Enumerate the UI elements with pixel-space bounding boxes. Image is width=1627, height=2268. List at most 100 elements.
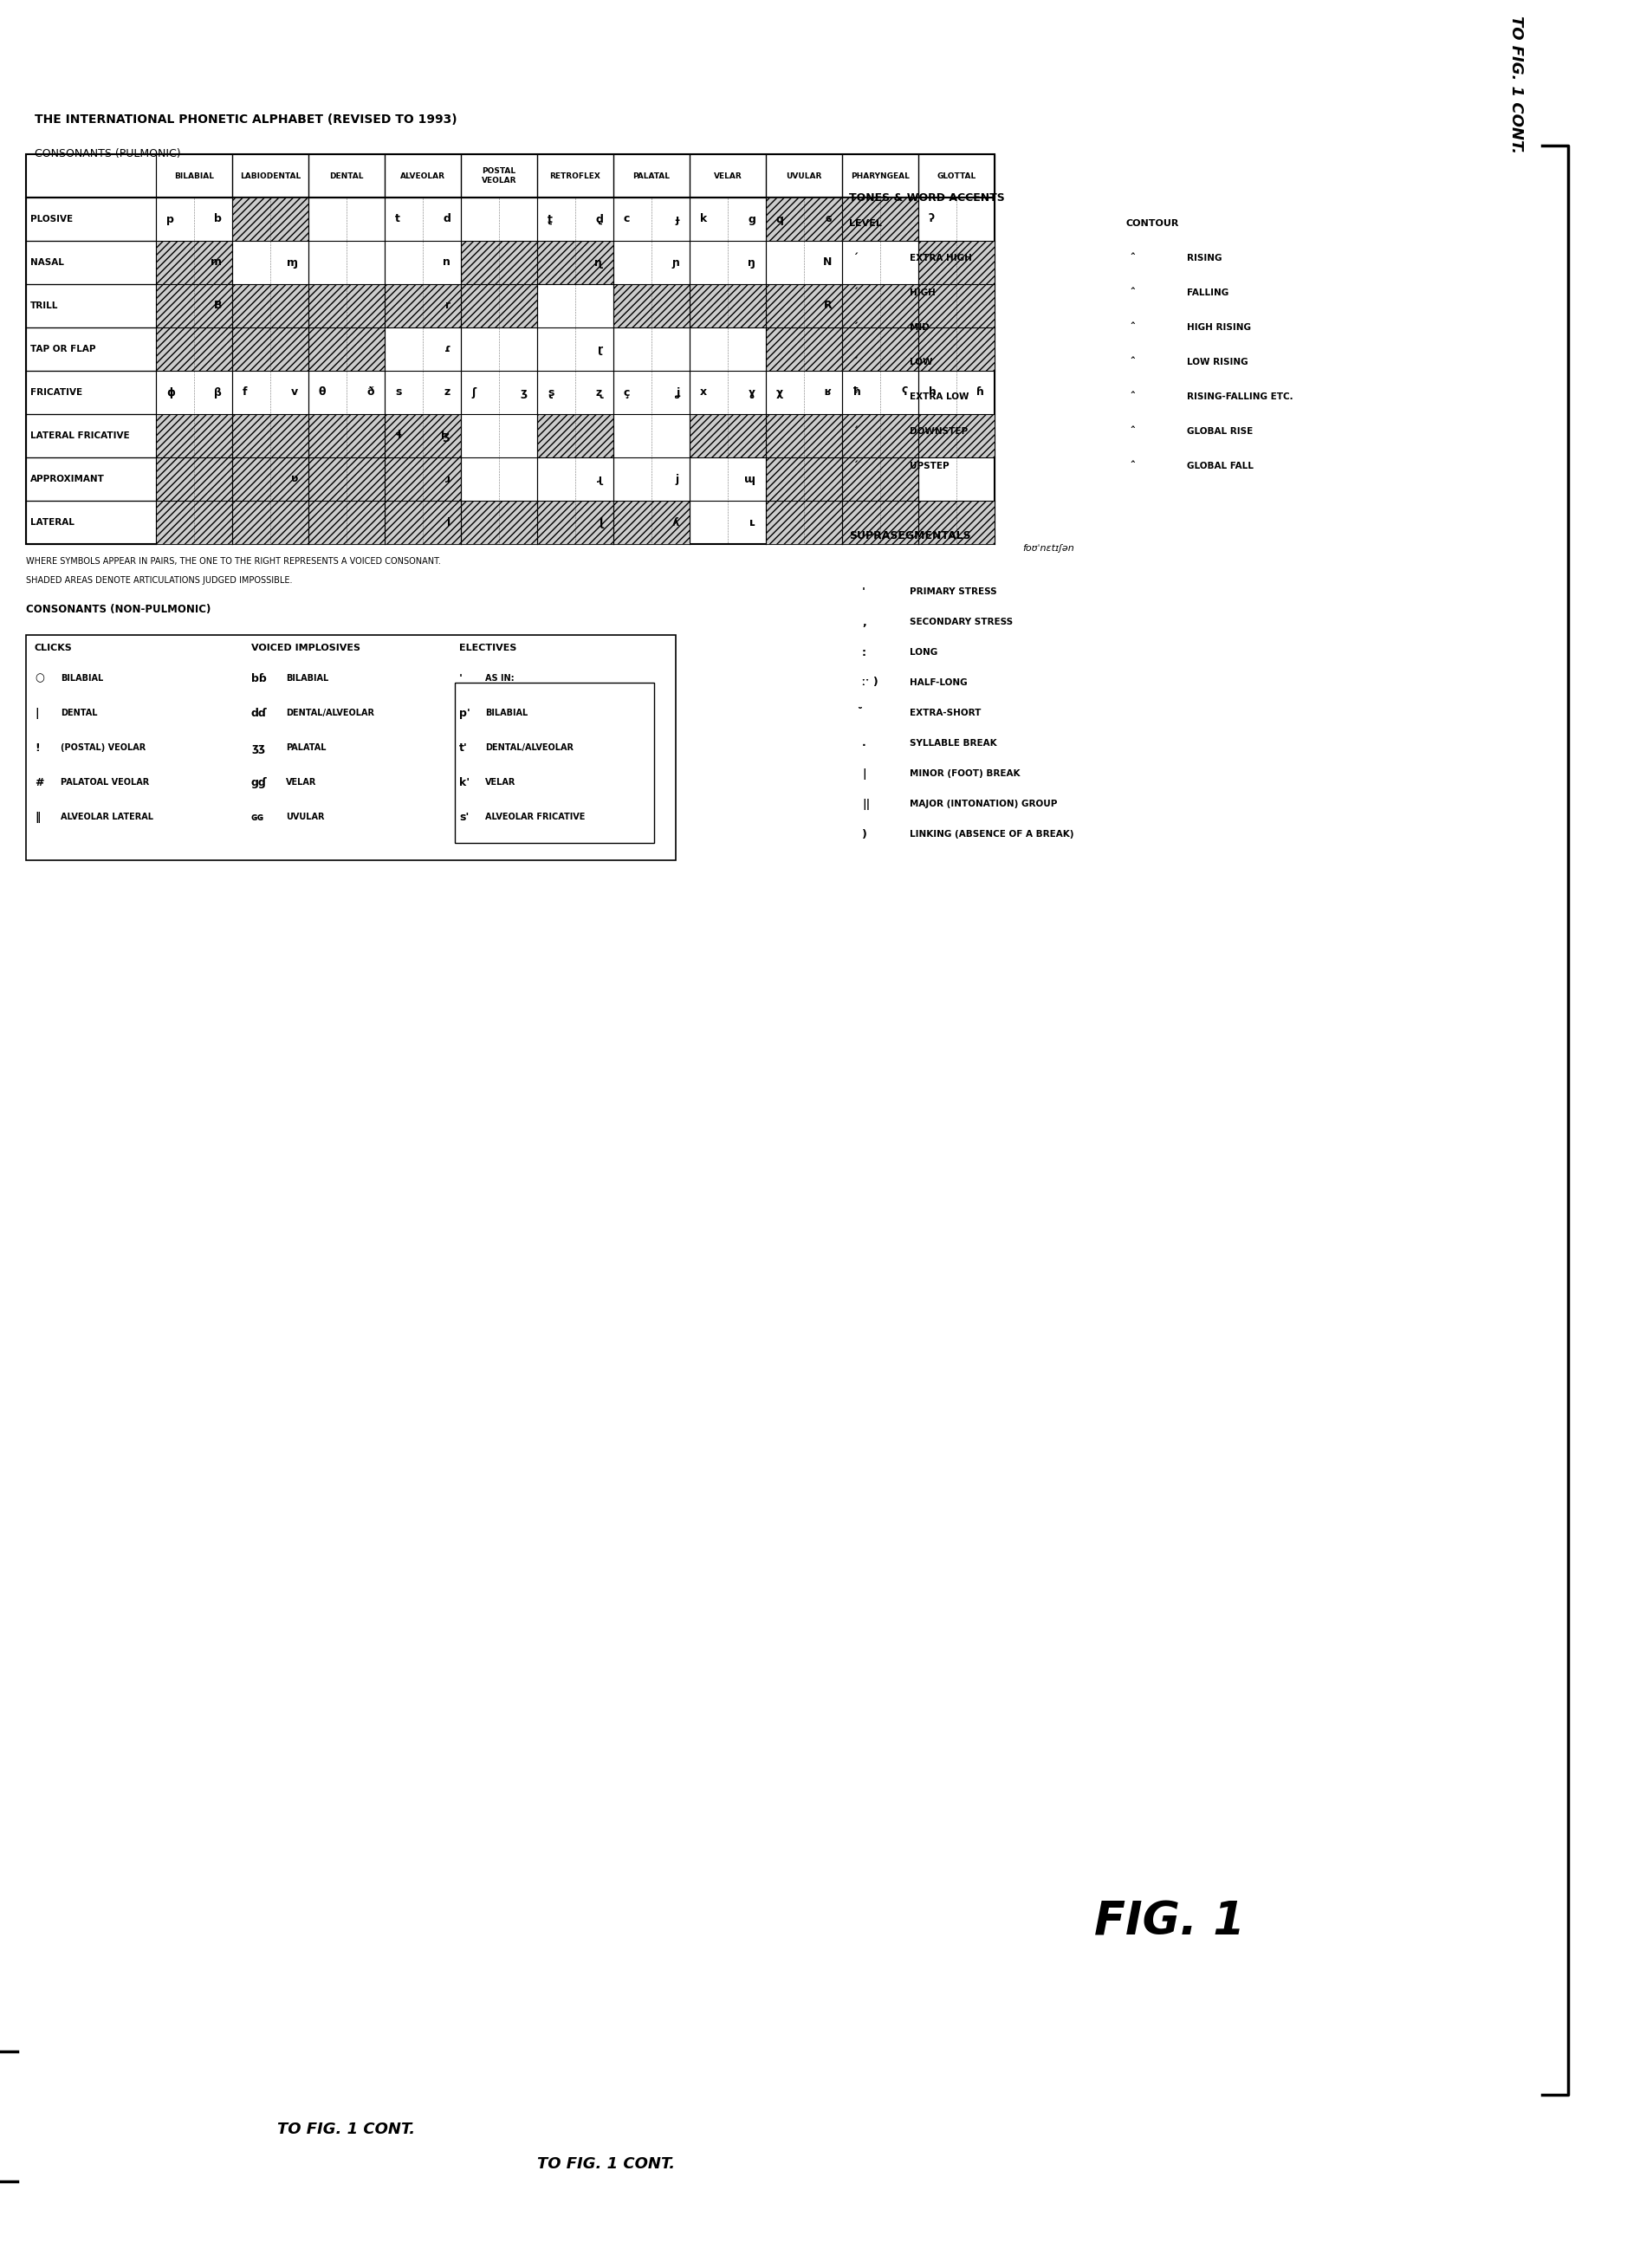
Text: EXTRA HIGH: EXTRA HIGH — [909, 254, 971, 263]
Text: ʝ: ʝ — [675, 388, 678, 399]
Text: DENTAL: DENTAL — [329, 172, 364, 179]
Bar — [766, 458, 843, 501]
Text: n: n — [443, 256, 451, 268]
Text: VELAR: VELAR — [485, 778, 516, 787]
Bar — [843, 154, 918, 197]
Text: t̢: t̢ — [548, 213, 553, 225]
Text: TO FIG. 1 CONT.: TO FIG. 1 CONT. — [537, 2157, 675, 2173]
Bar — [233, 284, 309, 327]
Bar — [26, 197, 994, 544]
Text: ʔ: ʔ — [929, 213, 936, 225]
Text: ELECTIVES: ELECTIVES — [459, 644, 517, 653]
Text: t: t — [395, 213, 400, 225]
Text: ʂ: ʂ — [548, 388, 553, 399]
Text: :: : — [862, 646, 866, 658]
Text: #: # — [34, 776, 44, 787]
Text: r: r — [446, 299, 451, 311]
Bar — [26, 284, 156, 327]
Text: LEVEL: LEVEL — [849, 220, 882, 227]
Text: ALVEOLAR FRICATIVE: ALVEOLAR FRICATIVE — [485, 812, 586, 821]
Text: ʒʒ: ʒʒ — [251, 742, 265, 753]
Text: f: f — [242, 388, 247, 399]
Text: ç: ç — [623, 388, 630, 399]
Text: CONSONANTS (PULMONIC): CONSONANTS (PULMONIC) — [34, 150, 181, 159]
Text: ɭ: ɭ — [599, 517, 604, 528]
Text: p': p' — [459, 708, 470, 719]
Text: PHARYNGEAL: PHARYNGEAL — [851, 172, 909, 179]
Text: s': s' — [459, 812, 469, 823]
Text: TO FIG. 1 CONT.: TO FIG. 1 CONT. — [1508, 16, 1524, 154]
Text: DENTAL/ALVEOLAR: DENTAL/ALVEOLAR — [286, 708, 374, 717]
Bar — [843, 415, 918, 458]
Text: ɬ: ɬ — [395, 431, 402, 442]
Text: d: d — [443, 213, 451, 225]
Text: BILABIAL: BILABIAL — [174, 172, 215, 179]
Bar — [233, 327, 309, 370]
Bar — [460, 501, 537, 544]
Text: ɲ: ɲ — [672, 256, 678, 268]
Text: CLICKS: CLICKS — [34, 644, 73, 653]
Bar — [843, 458, 918, 501]
Text: ʃ: ʃ — [472, 388, 475, 399]
Text: FALLING: FALLING — [1186, 288, 1228, 297]
Bar — [156, 284, 233, 327]
Text: LOW RISING: LOW RISING — [1186, 358, 1248, 367]
Text: LATERAL: LATERAL — [31, 517, 75, 526]
Bar — [843, 501, 918, 544]
Bar — [309, 415, 384, 458]
Text: ð: ð — [368, 388, 374, 399]
Text: RISING: RISING — [1186, 254, 1222, 263]
Text: k: k — [700, 213, 708, 225]
Text: HIGH: HIGH — [909, 288, 936, 297]
Bar — [26, 635, 675, 860]
Bar — [537, 240, 613, 284]
Text: ɢ: ɢ — [825, 213, 831, 225]
Bar — [690, 415, 766, 458]
Bar — [456, 683, 654, 844]
Text: ɣ: ɣ — [748, 388, 755, 399]
Bar — [233, 501, 309, 544]
Text: t': t' — [459, 742, 467, 753]
Bar — [766, 501, 843, 544]
Text: SYLLABLE BREAK: SYLLABLE BREAK — [909, 739, 997, 748]
Text: LINKING (ABSENCE OF A BREAK): LINKING (ABSENCE OF A BREAK) — [909, 830, 1074, 839]
Text: ,: , — [862, 617, 866, 628]
Bar — [233, 197, 309, 240]
Text: ŋ: ŋ — [748, 256, 755, 268]
Text: ': ' — [862, 585, 866, 596]
Text: THE INTERNATIONAL PHONETIC ALPHABET (REVISED TO 1993): THE INTERNATIONAL PHONETIC ALPHABET (REV… — [34, 113, 457, 125]
Bar — [309, 284, 384, 327]
Text: β: β — [215, 388, 221, 399]
Text: GLOTTAL: GLOTTAL — [937, 172, 976, 179]
Bar — [156, 458, 233, 501]
Text: LABIODENTAL: LABIODENTAL — [239, 172, 301, 179]
Text: (POSTAL) VEOLAR: (POSTAL) VEOLAR — [60, 744, 146, 753]
Bar — [384, 284, 460, 327]
Text: HIGH RISING: HIGH RISING — [1186, 322, 1251, 331]
Text: g: g — [748, 213, 755, 225]
Bar — [309, 327, 384, 370]
Text: GLOBAL FALL: GLOBAL FALL — [1186, 463, 1253, 469]
Bar — [233, 458, 309, 501]
Bar — [460, 284, 537, 327]
Bar — [918, 284, 994, 327]
Text: VELAR: VELAR — [714, 172, 742, 179]
Text: PALATOAL VEOLAR: PALATOAL VEOLAR — [60, 778, 150, 787]
Text: NASAL: NASAL — [31, 259, 63, 268]
Text: foʊˈnɛtɪʃən: foʊˈnɛtɪʃən — [1022, 544, 1074, 553]
Text: ʕ: ʕ — [901, 388, 908, 399]
Bar — [384, 501, 460, 544]
Text: ɢɢ: ɢɢ — [251, 812, 265, 823]
Text: SECONDARY STRESS: SECONDARY STRESS — [909, 617, 1014, 626]
Text: ʟ: ʟ — [750, 517, 755, 528]
Text: VELAR: VELAR — [286, 778, 317, 787]
Text: h: h — [929, 388, 937, 399]
Text: RISING-FALLING ETC.: RISING-FALLING ETC. — [1186, 392, 1293, 401]
Text: HALF-LONG: HALF-LONG — [909, 678, 968, 687]
Text: RETROFLEX: RETROFLEX — [550, 172, 600, 179]
Bar — [26, 197, 156, 240]
Bar — [766, 197, 843, 240]
Bar — [26, 240, 156, 284]
Bar — [156, 240, 233, 284]
Text: UVULAR: UVULAR — [286, 812, 324, 821]
